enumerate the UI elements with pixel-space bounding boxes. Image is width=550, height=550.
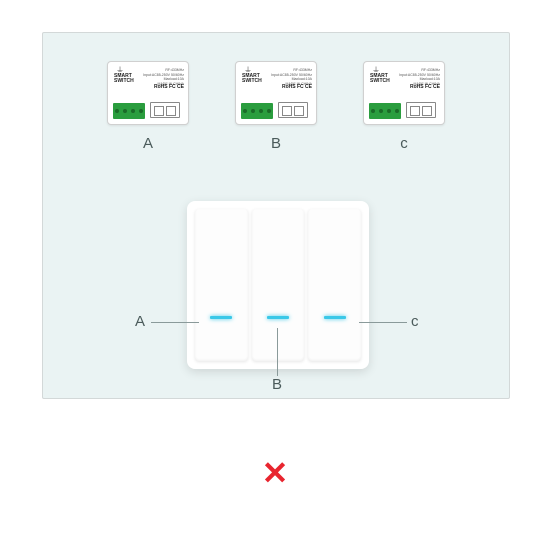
module-cert: RoHS FC CE [410,84,440,90]
leader-line-a [151,322,199,323]
module-a-label: A [143,135,153,152]
switch-button-b[interactable] [252,209,305,361]
led-indicator [210,316,232,319]
module-b: ⏚ SMART SWITCH RF:433MHz Input:AC85-250V… [235,61,317,125]
switch-button-a[interactable] [195,209,248,361]
leader-label-b: B [272,376,282,393]
leader-line-c [359,322,407,323]
leader-label-c: c [411,313,419,330]
wall-switch-panel [187,201,369,369]
module-cert: RoHS FC CE [154,84,184,90]
module-b-label: B [271,135,281,152]
diagram-panel: ⏚ SMART SWITCH RF:433MHz Input:AC85-250V… [42,32,510,399]
switch-button-c[interactable] [308,209,361,361]
wiring-diagram-icon [278,102,308,118]
module-a-wrap: ⏚ SMART SWITCH RF:433MHz Input:AC85-250V… [107,61,189,152]
module-a: ⏚ SMART SWITCH RF:433MHz Input:AC85-250V… [107,61,189,125]
module-c-label: c [400,135,408,152]
module-brand: SMART SWITCH [370,74,390,84]
leader-line-b [277,328,278,376]
wiring-diagram-icon [406,102,436,118]
wiring-diagram-icon [150,102,180,118]
terminal-block [241,103,273,119]
module-cert: RoHS FC CE [282,84,312,90]
module-c: ⏚ SMART SWITCH RF:433MHz Input:AC85-250V… [363,61,445,125]
leader-label-a: A [135,313,145,330]
terminal-block [113,103,145,119]
modules-row: ⏚ SMART SWITCH RF:433MHz Input:AC85-250V… [43,61,509,152]
module-brand: SMART SWITCH [242,74,262,84]
module-b-wrap: ⏚ SMART SWITCH RF:433MHz Input:AC85-250V… [235,61,317,152]
led-indicator [324,316,346,319]
module-c-wrap: ⏚ SMART SWITCH RF:433MHz Input:AC85-250V… [363,61,445,152]
led-indicator [267,316,289,319]
module-brand: SMART SWITCH [114,74,134,84]
incorrect-mark-icon: ✕ [262,454,289,492]
terminal-block [369,103,401,119]
